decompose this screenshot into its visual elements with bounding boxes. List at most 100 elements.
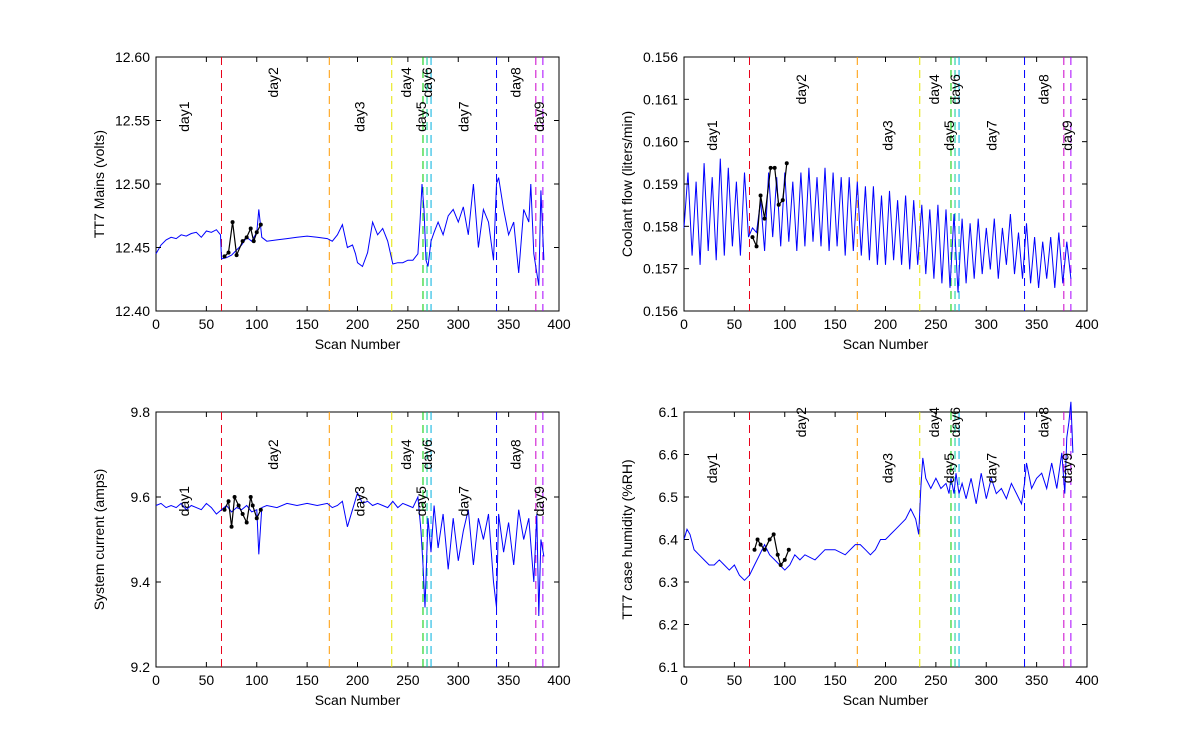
series-line: [683, 158, 1072, 293]
highlight-point: [762, 547, 767, 552]
x-tick-label: 100: [245, 316, 269, 332]
y-tick-label: 0.158: [643, 218, 678, 234]
x-tick-label: 350: [1025, 316, 1049, 332]
y-tick-label: 12.55: [115, 113, 150, 129]
y-tick-label: 0.156: [643, 49, 678, 65]
highlight-point: [251, 239, 256, 244]
highlight-point: [780, 198, 785, 203]
highlight-point: [758, 542, 763, 547]
highlight-point: [222, 254, 227, 259]
x-tick-label: 350: [497, 672, 521, 688]
day-label: day3: [880, 453, 896, 484]
day-label: day9: [531, 486, 547, 517]
x-tick-label: 300: [975, 672, 999, 688]
highlight-point: [771, 532, 776, 537]
x-tick-label: 50: [727, 316, 743, 332]
day-label: day4: [398, 67, 414, 98]
y-tick-label: 12.45: [115, 240, 150, 256]
y-tick-label: 12.60: [115, 49, 150, 65]
highlight-point: [775, 552, 780, 557]
x-tick-label: 300: [447, 316, 471, 332]
highlight-point: [752, 547, 757, 552]
x-tick-label: 300: [447, 672, 471, 688]
x-tick-label: 400: [1075, 316, 1099, 332]
day-label: day5: [941, 453, 957, 484]
y-tick-label: 0.156: [643, 303, 678, 319]
day-label: day2: [793, 407, 809, 438]
day-label: day6: [419, 67, 435, 98]
day-label: day1: [176, 486, 192, 517]
y-tick-label: 6.4: [659, 532, 679, 548]
day-label: day8: [508, 67, 524, 98]
day-label: day1: [176, 101, 192, 132]
x-tick-label: 0: [680, 672, 688, 688]
x-tick-label: 400: [1075, 672, 1099, 688]
x-tick-label: 300: [975, 316, 999, 332]
chart-panel-3: day1 day2 day3 day4 day5 day6 day7 day8 day9 0 50 1…: [91, 404, 571, 708]
plot-area: [683, 56, 1088, 312]
x-tick-label: 350: [497, 316, 521, 332]
highlight-point: [754, 244, 759, 249]
highlight-point: [784, 161, 789, 166]
chart-panel-4: day1 day2 day3 day4 day5 day6 day7 day8 day9 0 50 1…: [619, 401, 1099, 708]
highlight-point: [234, 253, 239, 258]
x-tick-label: 100: [245, 672, 269, 688]
day-label: day8: [508, 439, 524, 470]
x-tick-label: 200: [874, 316, 898, 332]
x-tick-label: 250: [924, 672, 948, 688]
y-axis-label: System current (amps): [91, 469, 107, 611]
day-label: day5: [941, 120, 957, 151]
y-tick-label: 6.2: [659, 617, 679, 633]
x-tick-label: 50: [199, 316, 215, 332]
x-tick-label: 150: [823, 316, 847, 332]
x-tick-label: 200: [874, 672, 898, 688]
y-tick-label: 0.159: [643, 176, 678, 192]
highlight-point: [222, 507, 227, 512]
day-label: day2: [265, 439, 281, 470]
highlight-point: [258, 222, 263, 227]
chart-panel-1: day1 day2 day3 day4 day5 day6 day7 day8 day9 0 50 1…: [91, 49, 571, 352]
x-tick-label: 50: [199, 672, 215, 688]
highlight-point: [778, 563, 783, 567]
series-line: [155, 177, 545, 286]
day-label: day9: [1059, 453, 1075, 484]
y-tick-label: 9.8: [131, 404, 151, 420]
day-label: day6: [947, 407, 963, 438]
highlight-point: [776, 202, 781, 207]
highlight-point: [240, 239, 245, 244]
x-tick-label: 200: [346, 672, 370, 688]
day-label: day7: [455, 101, 471, 132]
highlight-point: [768, 165, 773, 170]
x-axis-label: Scan Number: [315, 692, 401, 708]
highlight-point: [248, 495, 253, 499]
x-tick-label: 400: [547, 316, 571, 332]
series-line: [155, 491, 545, 617]
x-tick-label: 200: [346, 316, 370, 332]
highlight-point: [229, 524, 234, 529]
y-axis-label: TT7 case humidity (%RH): [619, 459, 635, 619]
y-tick-label: 9.4: [131, 574, 151, 590]
day-label: day3: [880, 120, 896, 151]
highlight-point: [782, 557, 787, 562]
day-label: day4: [398, 439, 414, 470]
plot-area: [155, 56, 560, 312]
y-tick-label: 6.3: [659, 574, 679, 590]
day-label: day7: [455, 486, 471, 517]
day-label: day6: [419, 439, 435, 470]
day-label: day3: [352, 486, 368, 517]
day-label: day2: [265, 67, 281, 98]
x-tick-label: 250: [396, 316, 420, 332]
y-tick-label: 0.161: [643, 91, 678, 107]
day-label: day8: [1036, 407, 1052, 438]
day-label: day3: [352, 101, 368, 132]
highlight-point: [230, 220, 235, 225]
day-label: day4: [926, 407, 942, 438]
day-label: day2: [793, 74, 809, 105]
day-label: day1: [704, 453, 720, 484]
y-axis-label: TT7 Mains (volts): [91, 130, 107, 238]
highlight-point: [254, 516, 259, 521]
highlight-line: [224, 222, 262, 258]
day-label: day9: [1059, 120, 1075, 151]
highlight-point: [254, 230, 259, 235]
